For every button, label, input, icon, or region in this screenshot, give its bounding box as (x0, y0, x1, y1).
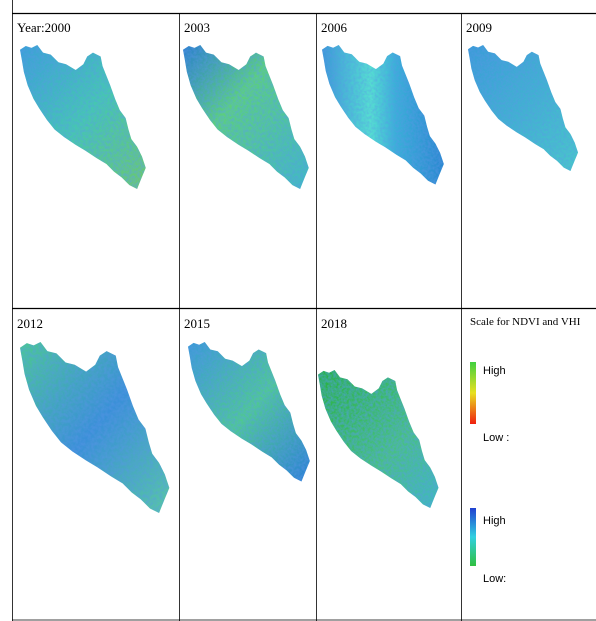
panel-label: 2006 (321, 20, 348, 35)
map (20, 342, 169, 513)
map-panel: 2006 (321, 20, 444, 185)
map (188, 342, 310, 482)
panel-label: 2018 (321, 316, 347, 331)
legend: Scale for NDVI and VHI High Low : High L… (470, 316, 581, 585)
legend-title: Scale for NDVI and VHI (470, 316, 581, 328)
panel-label: 2012 (17, 316, 43, 331)
panel-label: Year:2000 (17, 20, 71, 35)
map-panel: 2012 (17, 316, 169, 513)
map-panel: Year:2000 (17, 20, 146, 189)
figure: Year:2000 2003 2006 2009 2012 2015 2018 Scale … (0, 0, 596, 621)
map-panel: 2003 (183, 20, 309, 189)
legend-low: Low: (483, 573, 506, 585)
map-panel: 2015 (184, 316, 310, 482)
legend-high: High (483, 515, 506, 527)
panel-label: 2003 (184, 20, 210, 35)
legend-bar (470, 508, 476, 566)
map-panel: 2009 (466, 20, 578, 171)
map (468, 45, 578, 171)
map (318, 370, 439, 508)
map (322, 45, 444, 185)
legend-bar (470, 362, 476, 424)
map (183, 45, 309, 189)
map-panel: 2018 (318, 316, 439, 508)
legend-high: High (483, 365, 506, 377)
panel-label: 2015 (184, 316, 210, 331)
map (20, 45, 146, 189)
panel-label: 2009 (466, 20, 492, 35)
legend-low: Low : (483, 432, 509, 444)
